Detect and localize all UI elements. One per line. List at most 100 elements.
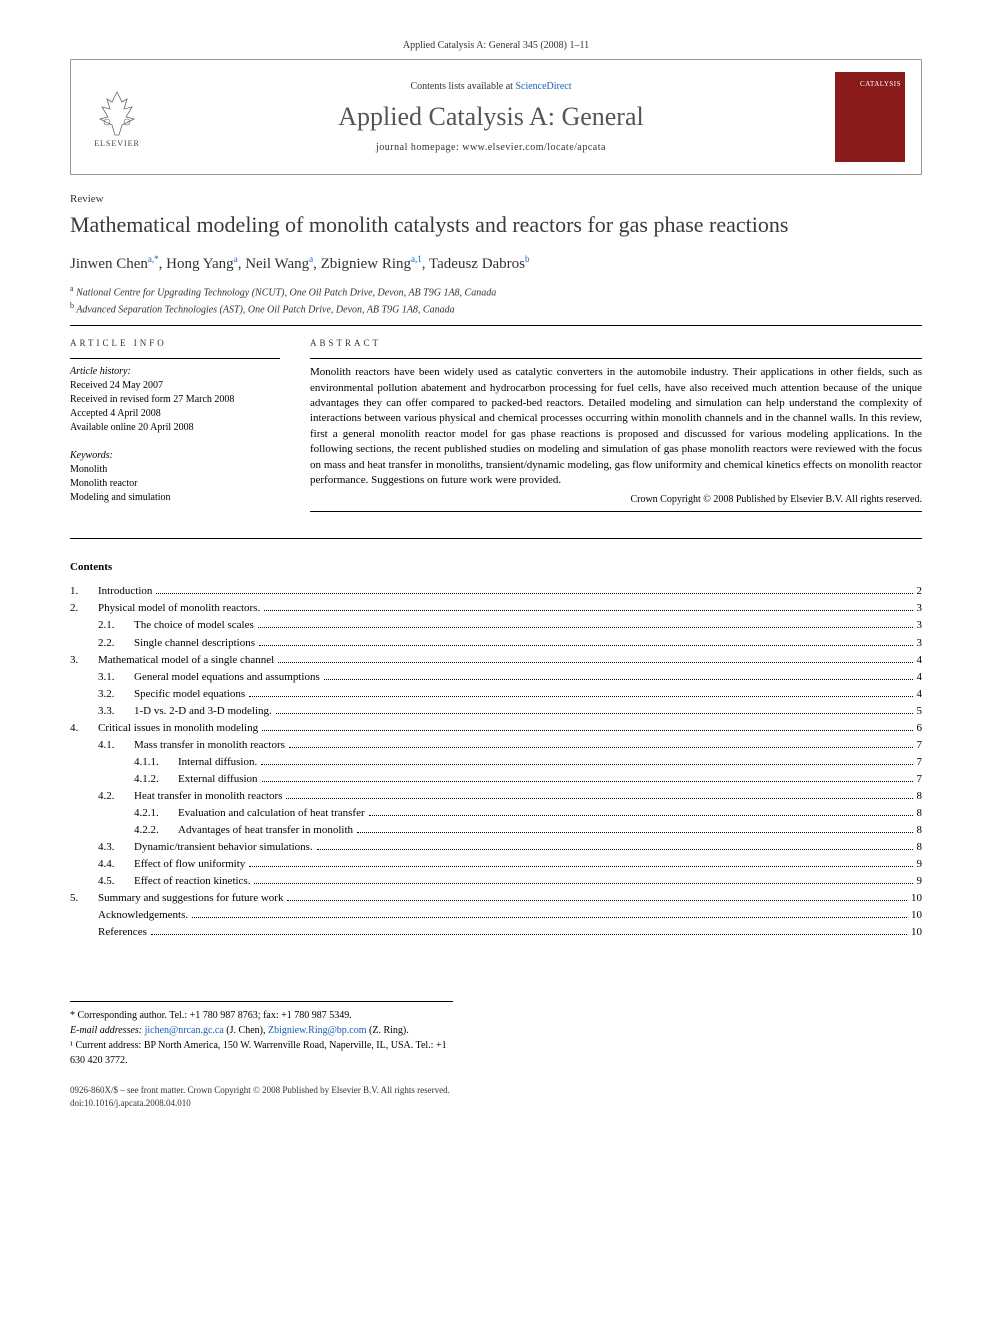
toc-number: 3.2.: [98, 686, 134, 703]
divider: [310, 358, 922, 359]
affiliation-b-text: Advanced Separation Technologies (AST), …: [76, 304, 454, 315]
toc-entry: 4.1.1.Internal diffusion. 7: [70, 754, 922, 771]
journal-cover-thumbnail: CATALYSIS: [835, 72, 905, 162]
toc-number: 2.: [70, 600, 98, 617]
history-line: Received 24 May 2007: [70, 380, 163, 391]
affiliations: a National Centre for Upgrading Technolo…: [70, 283, 922, 318]
toc-entry: 2.2.Single channel descriptions3: [70, 635, 922, 652]
toc-number: 4.2.2.: [134, 822, 178, 839]
journal-reference: Applied Catalysis A: General 345 (2008) …: [70, 40, 922, 51]
author-3-affil-link[interactable]: a: [309, 254, 313, 264]
toc-number: 4.1.2.: [134, 771, 178, 788]
sciencedirect-link[interactable]: ScienceDirect: [515, 81, 571, 92]
divider: [70, 325, 922, 326]
affiliation-a-text: National Centre for Upgrading Technology…: [76, 287, 496, 298]
info-abstract-row: ARTICLE INFO Article history: Received 2…: [70, 338, 922, 518]
toc-label: Physical model of monolith reactors.: [98, 600, 260, 617]
toc-page: 7: [917, 754, 923, 771]
elsevier-tree-icon: [92, 87, 142, 137]
toc-page: 4: [917, 686, 923, 703]
toc-leader-dots: [192, 917, 907, 918]
divider: [70, 358, 280, 359]
toc-entry: 1.Introduction2: [70, 583, 922, 600]
author-4-affil-link[interactable]: a,1: [411, 254, 422, 264]
toc-entry: References10: [70, 924, 922, 941]
email-link-1[interactable]: jichen@nrcan.gc.ca: [145, 1025, 224, 1036]
cover-label: CATALYSIS: [860, 80, 901, 88]
toc-leader-dots: [317, 849, 913, 850]
journal-homepage: journal homepage: www.elsevier.com/locat…: [167, 142, 815, 153]
contents-prefix: Contents lists available at: [410, 81, 515, 92]
contents-heading: Contents: [70, 561, 922, 573]
divider: [70, 538, 922, 539]
toc-leader-dots: [324, 679, 913, 680]
publisher-name: ELSEVIER: [94, 139, 140, 148]
toc-page: 8: [917, 788, 923, 805]
toc-entry: 4.3.Dynamic/transient behavior simulatio…: [70, 839, 922, 856]
toc-label: Critical issues in monolith modeling: [98, 720, 258, 737]
footnote-1: ¹ Current address: BP North America, 150…: [70, 1038, 453, 1068]
toc-page: 9: [917, 856, 923, 873]
toc-leader-dots: [254, 883, 912, 884]
toc-entry: 2.Physical model of monolith reactors. 3: [70, 600, 922, 617]
toc-entry: 3.3.1-D vs. 2-D and 3-D modeling.5: [70, 703, 922, 720]
author-1: Jinwen Chen: [70, 256, 148, 272]
footnotes: * Corresponding author. Tel.: +1 780 987…: [70, 1001, 453, 1068]
toc-label: Introduction: [98, 583, 152, 600]
toc-entry: Acknowledgements.10: [70, 907, 922, 924]
toc-page: 3: [917, 635, 923, 652]
article-info-column: ARTICLE INFO Article history: Received 2…: [70, 338, 280, 518]
toc-page: 5: [917, 703, 923, 720]
toc-leader-dots: [276, 713, 913, 714]
email-label: E-mail addresses:: [70, 1025, 142, 1036]
toc-leader-dots: [261, 764, 912, 765]
toc-leader-dots: [357, 832, 912, 833]
keyword: Monolith reactor: [70, 478, 137, 489]
toc-label: Dynamic/transient behavior simulations.: [134, 839, 313, 856]
affiliation-a: a National Centre for Upgrading Technolo…: [70, 283, 922, 300]
toc-page: 10: [911, 924, 922, 941]
bottom-meta: 0926-860X/$ – see front matter. Crown Co…: [70, 1084, 922, 1109]
toc-entry: 4.1.2.External diffusion7: [70, 771, 922, 788]
toc-entry: 2.1.The choice of model scales3: [70, 617, 922, 634]
email-who-2: (Z. Ring).: [367, 1025, 409, 1036]
toc-number: 3.3.: [98, 703, 134, 720]
toc-page: 3: [917, 600, 923, 617]
toc-page: 7: [917, 737, 923, 754]
history-line: Available online 20 April 2008: [70, 422, 194, 433]
toc-page: 4: [917, 669, 923, 686]
toc-page: 8: [917, 822, 923, 839]
email-who-1: (J. Chen),: [224, 1025, 268, 1036]
author-1-affil-link[interactable]: a,*: [148, 254, 159, 264]
toc-entry: 4.2.2.Advantages of heat transfer in mon…: [70, 822, 922, 839]
affiliation-b: b Advanced Separation Technologies (AST)…: [70, 300, 922, 317]
author-5-affil-link[interactable]: b: [525, 254, 530, 264]
toc-label: Acknowledgements.: [98, 907, 188, 924]
toc-leader-dots: [249, 696, 912, 697]
author-3: Neil Wang: [245, 256, 309, 272]
toc-leader-dots: [151, 934, 907, 935]
toc-entry: 4.2.Heat transfer in monolith reactors8: [70, 788, 922, 805]
toc-page: 8: [917, 839, 923, 856]
header-box: ELSEVIER Contents lists available at Sci…: [70, 59, 922, 175]
toc-number: 4.2.1.: [134, 805, 178, 822]
email-link-2[interactable]: Zbigniew.Ring@bp.com: [268, 1025, 367, 1036]
toc-number: 1.: [70, 583, 98, 600]
toc-label: Internal diffusion.: [178, 754, 257, 771]
toc-number: 4.1.1.: [134, 754, 178, 771]
issn-line: 0926-860X/$ – see front matter. Crown Co…: [70, 1084, 922, 1097]
divider: [310, 511, 922, 512]
toc-label: General model equations and assumptions: [134, 669, 320, 686]
toc-entry: 3.Mathematical model of a single channel…: [70, 652, 922, 669]
contents-available-line: Contents lists available at ScienceDirec…: [167, 81, 815, 92]
publisher-logo: ELSEVIER: [87, 82, 147, 152]
toc-entry: 4.1.Mass transfer in monolith reactors7: [70, 737, 922, 754]
keywords-block: Keywords: Monolith Monolith reactor Mode…: [70, 449, 280, 505]
journal-title: Applied Catalysis A: General: [167, 102, 815, 132]
toc-leader-dots: [289, 747, 913, 748]
toc-label: Summary and suggestions for future work: [98, 890, 283, 907]
toc-entry: 4.5.Effect of reaction kinetics.9: [70, 873, 922, 890]
toc-page: 8: [917, 805, 923, 822]
author-2-affil-link[interactable]: a: [234, 254, 238, 264]
toc-page: 3: [917, 617, 923, 634]
